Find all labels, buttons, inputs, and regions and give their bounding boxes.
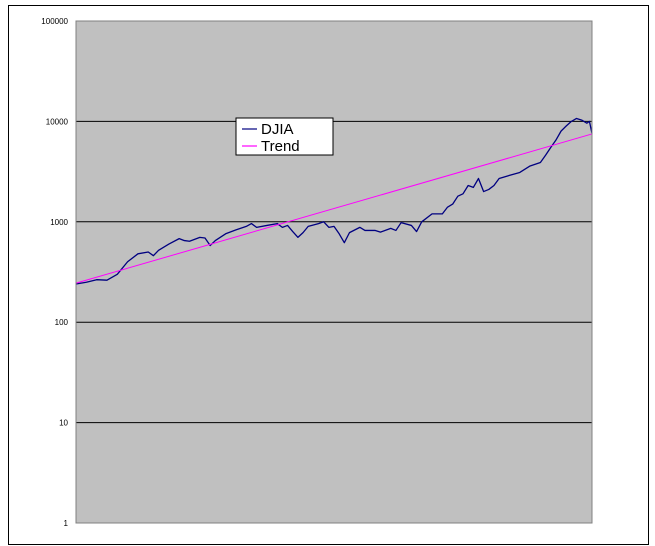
series-layer <box>75 117 593 285</box>
legend: DJIA Trend <box>235 117 334 156</box>
y-tick-label-10000: 10000 <box>46 117 69 126</box>
chart-frame: 1 10 100 1000 10000 100000 DJIA Trend <box>8 5 649 545</box>
y-tick-label-1000: 1000 <box>50 218 68 227</box>
y-tick-label-10: 10 <box>59 419 68 428</box>
legend-label-trend: Trend <box>261 138 300 155</box>
plot-border <box>75 20 593 524</box>
series-line-trend <box>75 133 593 284</box>
y-tick-label-100000: 100000 <box>41 17 68 26</box>
y-tick-label-100: 100 <box>55 318 69 327</box>
plot-area <box>76 21 592 523</box>
djia-log-chart: 1 10 100 1000 10000 100000 DJIA Trend <box>41 17 593 528</box>
legend-label-djia: DJIA <box>261 121 294 138</box>
legend-box <box>235 117 334 156</box>
series-line-djia <box>75 117 593 285</box>
y-tick-label-1: 1 <box>64 519 69 528</box>
y-axis-tick-labels: 1 10 100 1000 10000 100000 <box>41 17 68 528</box>
